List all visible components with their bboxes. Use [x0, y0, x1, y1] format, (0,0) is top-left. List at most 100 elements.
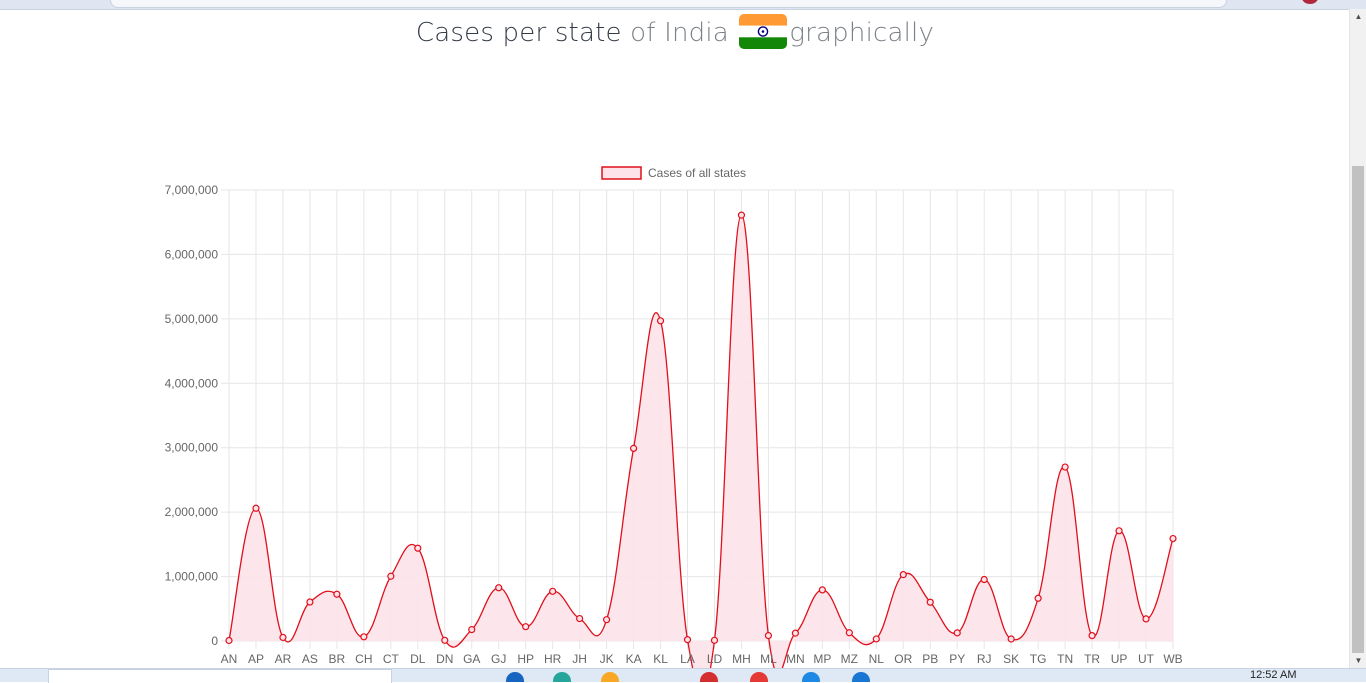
- data-point-br[interactable]: [333, 590, 341, 598]
- data-point-tr[interactable]: [1088, 631, 1096, 640]
- legend-swatch[interactable]: [601, 166, 642, 180]
- y-tick-label: 7,000,000: [165, 183, 219, 197]
- data-point-tn[interactable]: [1061, 463, 1069, 471]
- scroll-up-arrow-icon[interactable]: ▲: [1354, 12, 1363, 21]
- x-tick-label: KL: [653, 652, 668, 666]
- data-point-pb[interactable]: [926, 598, 934, 606]
- browser-toolbar: [0, 0, 1366, 10]
- x-tick-label: AR: [275, 652, 292, 666]
- title-part-suffix: graphically: [789, 18, 935, 48]
- x-tick-label: JK: [600, 652, 614, 666]
- x-tick-label: RJ: [977, 652, 992, 666]
- x-tick-label: PB: [922, 652, 938, 666]
- data-point-nl[interactable]: [872, 635, 880, 643]
- taskbar-clock[interactable]: 12:52 AM: [1250, 669, 1297, 681]
- data-point-ut[interactable]: [1142, 615, 1150, 623]
- data-point-hp[interactable]: [522, 623, 530, 631]
- chart-legend[interactable]: Cases of all states: [601, 166, 746, 180]
- series-line: [228, 214, 1174, 670]
- y-tick-label: 4,000,000: [165, 376, 219, 390]
- x-tick-label: HR: [544, 652, 562, 666]
- x-tick-label: MN: [786, 652, 805, 666]
- x-tick-label: SK: [1003, 652, 1019, 666]
- data-point-dn[interactable]: [441, 636, 449, 644]
- y-tick-label: 2,000,000: [165, 505, 219, 519]
- data-point-ar[interactable]: [279, 633, 287, 642]
- taskbar-search-box[interactable]: [48, 669, 392, 683]
- data-point-ga[interactable]: [468, 625, 476, 634]
- taskbar-app-icon-6[interactable]: [802, 672, 820, 682]
- data-point-as[interactable]: [306, 598, 314, 606]
- scroll-down-arrow-icon[interactable]: ▼: [1354, 656, 1363, 665]
- x-tick-label: UP: [1111, 652, 1128, 666]
- x-tick-label: MZ: [841, 652, 858, 666]
- taskbar-app-icon-5[interactable]: [750, 672, 768, 682]
- data-point-mp[interactable]: [818, 586, 826, 594]
- data-point-mh[interactable]: [737, 211, 746, 219]
- title-part-main: Cases per state: [415, 18, 622, 48]
- x-tick-label: TR: [1084, 652, 1100, 666]
- data-point-ka[interactable]: [629, 444, 638, 452]
- x-tick-label: DN: [436, 652, 453, 666]
- data-point-la[interactable]: [683, 636, 692, 644]
- data-point-ap[interactable]: [252, 504, 260, 512]
- y-tick-label: 1,000,000: [165, 570, 219, 584]
- data-point-or[interactable]: [899, 571, 907, 579]
- data-point-mn[interactable]: [791, 629, 800, 637]
- data-point-hr[interactable]: [549, 587, 557, 595]
- x-tick-label: MP: [813, 652, 831, 666]
- data-point-dl[interactable]: [414, 544, 422, 552]
- x-tick-label: TN: [1057, 652, 1073, 666]
- taskbar-app-icon-2[interactable]: [553, 672, 571, 682]
- x-tick-label: UT: [1138, 652, 1155, 666]
- y-tick-label: 6,000,000: [165, 247, 219, 261]
- chart-points: [225, 211, 1177, 645]
- page-title: Cases per state of India graphically: [0, 14, 1350, 49]
- chart-area: [228, 214, 1174, 670]
- data-point-tg[interactable]: [1034, 594, 1042, 602]
- x-tick-label: DL: [410, 652, 426, 666]
- os-taskbar: 12:52 AM: [0, 668, 1366, 683]
- x-tick-label: WB: [1163, 652, 1182, 666]
- y-tick-label: 5,000,000: [165, 312, 219, 326]
- data-point-ml[interactable]: [764, 631, 773, 640]
- taskbar-app-icon-1[interactable]: [506, 672, 524, 682]
- x-tick-label: CT: [383, 652, 400, 666]
- x-tick-label: MH: [732, 652, 751, 666]
- data-point-jh[interactable]: [576, 614, 584, 623]
- data-point-ct[interactable]: [387, 572, 395, 580]
- taskbar-app-icon-7[interactable]: [852, 672, 870, 682]
- data-point-ch[interactable]: [360, 633, 368, 641]
- data-point-ld[interactable]: [710, 636, 719, 644]
- page-scrollbar[interactable]: ▲ ▼: [1349, 9, 1366, 668]
- data-point-up[interactable]: [1115, 527, 1123, 535]
- x-tick-label: CH: [355, 652, 372, 666]
- x-tick-label: ML: [760, 652, 777, 666]
- data-point-sk[interactable]: [1007, 635, 1015, 643]
- chart-grid: [221, 189, 1174, 649]
- x-tick-label: AS: [302, 652, 318, 666]
- x-tick-label: LD: [707, 652, 723, 666]
- data-point-kl[interactable]: [656, 317, 665, 325]
- data-point-rj[interactable]: [980, 575, 988, 584]
- india-flag-icon: [739, 14, 788, 49]
- x-tick-label: TG: [1030, 652, 1047, 666]
- y-tick-label: 3,000,000: [165, 441, 219, 455]
- data-point-jk[interactable]: [602, 616, 611, 624]
- data-point-an[interactable]: [225, 636, 233, 645]
- y-axis-ticks: 0 1,000,000 2,000,000 3,000,000 4,000,000 5,0…: [165, 183, 219, 648]
- data-point-wb[interactable]: [1169, 534, 1177, 543]
- data-point-py[interactable]: [953, 629, 961, 637]
- legend-label[interactable]: Cases of all states: [648, 166, 746, 180]
- address-bar[interactable]: [110, 0, 1227, 8]
- taskbar-app-icon-4[interactable]: [700, 672, 718, 682]
- x-tick-label: AN: [221, 652, 238, 666]
- y-tick-label: 0: [211, 634, 218, 648]
- data-point-mz[interactable]: [845, 629, 853, 637]
- x-tick-label: KA: [626, 652, 642, 666]
- taskbar-app-icon-3[interactable]: [601, 672, 619, 682]
- series-area-fill: [229, 215, 1173, 670]
- profile-avatar[interactable]: [1302, 0, 1318, 4]
- data-point-gj[interactable]: [495, 584, 503, 592]
- scroll-thumb[interactable]: [1352, 166, 1364, 653]
